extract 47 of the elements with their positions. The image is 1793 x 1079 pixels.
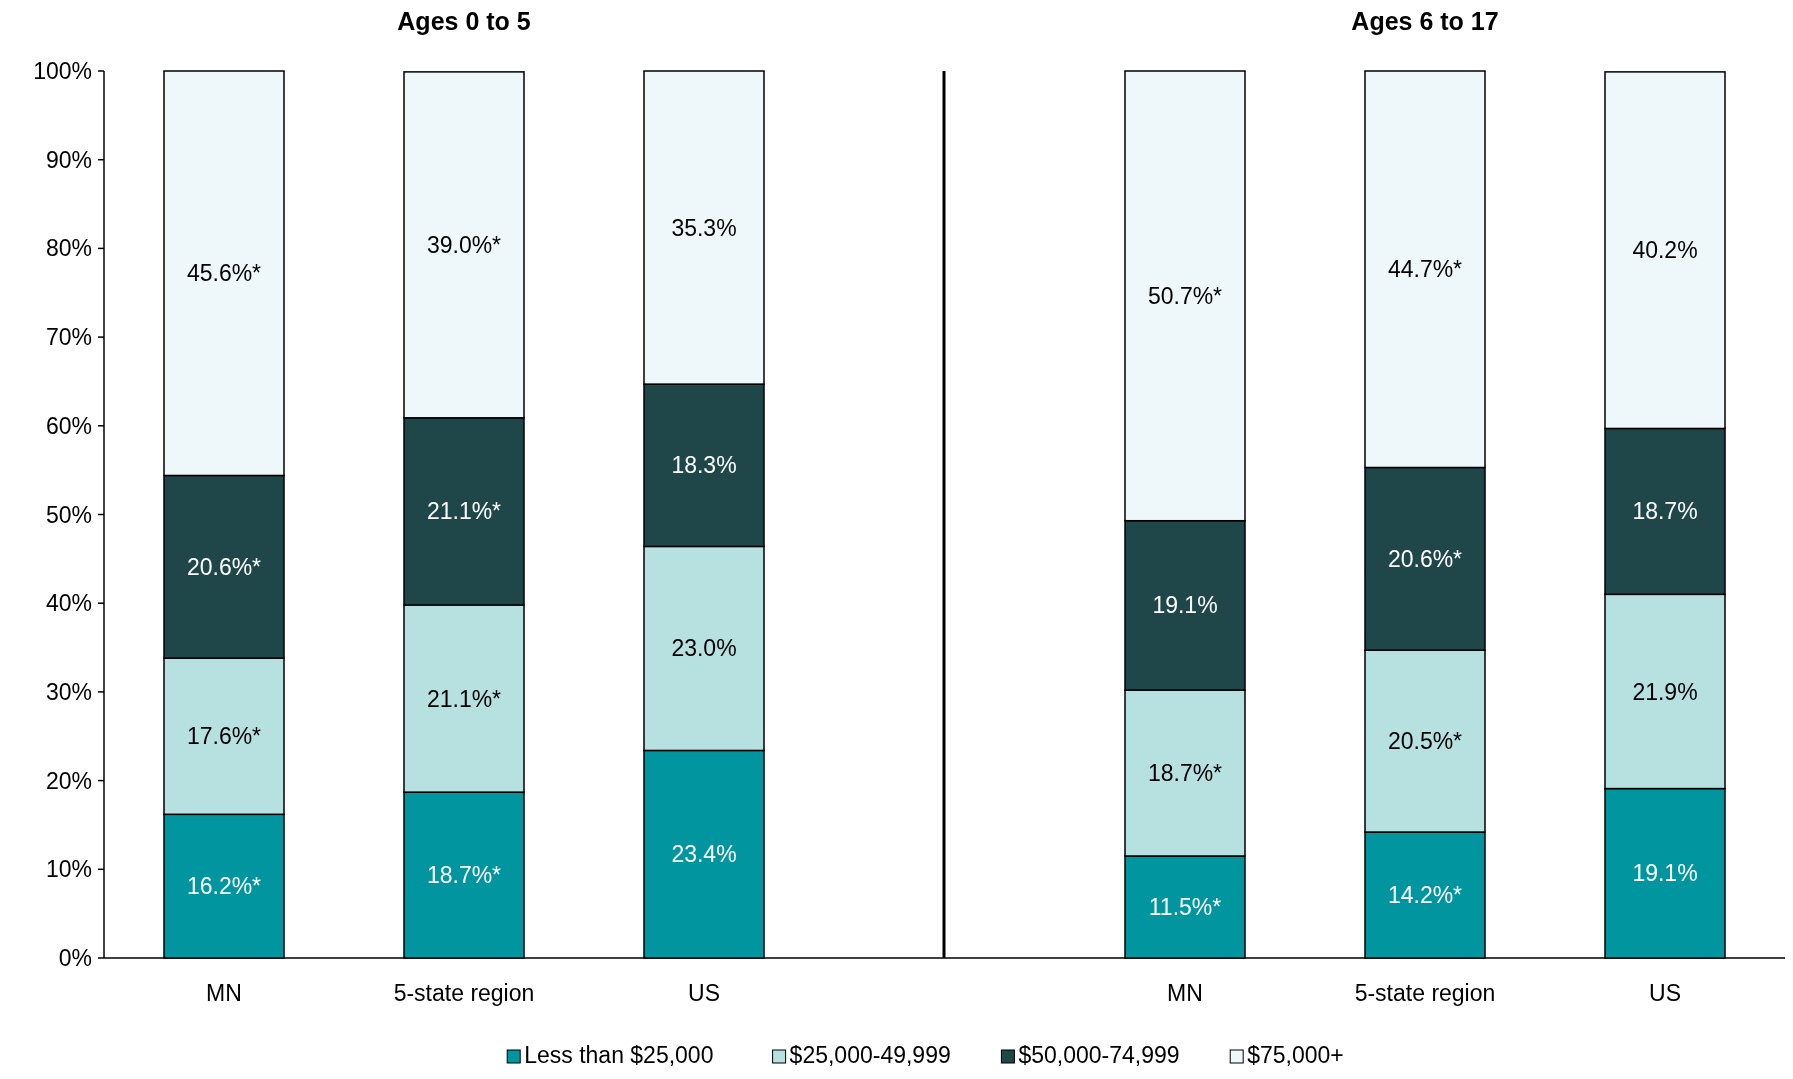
y-tick-label: 80% xyxy=(45,235,92,262)
y-tick-label: 40% xyxy=(45,590,92,617)
data-label: 50.7%* xyxy=(1147,282,1223,309)
data-label: 44.7%* xyxy=(1387,256,1463,283)
data-label: 11.5%* xyxy=(1148,894,1222,921)
x-tick-label: 5-state region xyxy=(393,980,535,1006)
data-label: 20.6%* xyxy=(1387,545,1463,572)
data-label: 17.6%* xyxy=(186,723,262,750)
data-label: 20.5%* xyxy=(1387,728,1463,755)
data-label: 23.4% xyxy=(671,841,737,868)
data-label: 14.2%* xyxy=(1387,882,1463,909)
data-label: 18.7%* xyxy=(1147,760,1223,787)
legend-label: $50,000-74,999 xyxy=(1018,1042,1180,1068)
y-tick-label: 30% xyxy=(45,678,92,705)
x-tick-label: MN xyxy=(206,980,242,1006)
y-tick-label: 10% xyxy=(45,856,92,883)
data-label: 45.6%* xyxy=(186,260,262,287)
data-label: 18.7% xyxy=(1632,498,1698,525)
x-tick-label: US xyxy=(1649,980,1681,1006)
data-label: 23.0% xyxy=(671,635,737,662)
data-label: 19.1% xyxy=(1152,592,1218,619)
x-tick-label: US xyxy=(688,980,720,1006)
data-label: 40.2% xyxy=(1632,237,1698,264)
chart-title: Ages 6 to 17 xyxy=(1351,7,1499,35)
y-tick-label: 50% xyxy=(45,501,92,528)
data-label: 21.9% xyxy=(1632,678,1698,705)
y-tick-label: 70% xyxy=(45,324,92,351)
y-tick-label: 90% xyxy=(45,146,92,173)
data-label: 35.3% xyxy=(671,214,737,241)
y-tick-label: 60% xyxy=(45,412,92,439)
x-tick-label: 5-state region xyxy=(1354,980,1496,1006)
y-tick-label: 100% xyxy=(33,58,92,85)
chart-title: Ages 0 to 5 xyxy=(397,7,531,35)
y-tick-label: 20% xyxy=(45,767,92,794)
data-label: 18.7%* xyxy=(426,862,502,889)
x-tick-label: MN xyxy=(1167,980,1203,1006)
y-tick-label: 0% xyxy=(58,945,92,972)
legend-label: $25,000-49,999 xyxy=(789,1042,951,1068)
data-label: 19.1% xyxy=(1632,860,1698,887)
legend-label: Less than $25,000 xyxy=(524,1042,714,1068)
data-label: 21.1%* xyxy=(426,498,502,525)
data-label: 18.3% xyxy=(671,452,737,479)
data-label: 16.2%* xyxy=(186,873,262,900)
data-label: 20.6%* xyxy=(186,553,262,580)
data-label: 39.0%* xyxy=(426,231,502,258)
legend-label: $75,000+ xyxy=(1247,1042,1344,1068)
data-label: 21.1%* xyxy=(426,685,502,712)
